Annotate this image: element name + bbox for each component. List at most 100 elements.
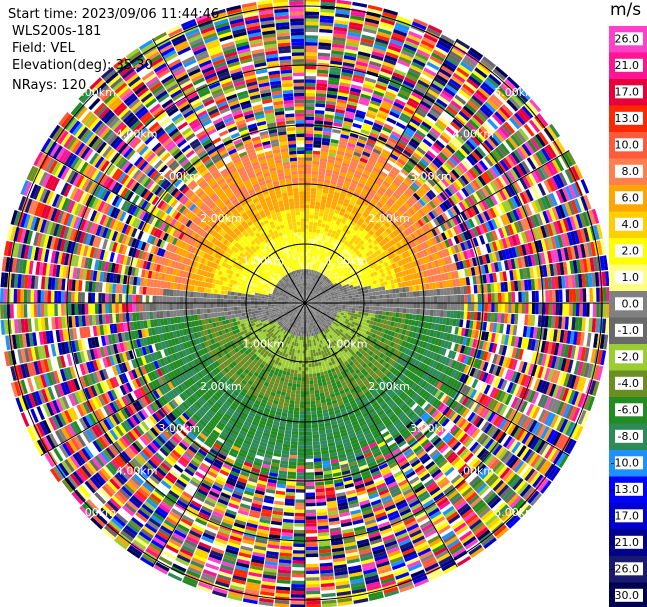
range-gate [361,172,370,179]
range-gate [443,288,448,296]
range-gate [545,303,549,315]
range-gate [377,173,386,181]
range-gate [405,37,420,46]
range-gate [312,266,315,271]
range-gate [307,252,311,256]
range-gate [328,149,337,154]
range-gate [330,180,337,186]
range-gate [305,167,312,171]
range-gate [426,133,437,142]
range-gate [320,11,335,17]
range-gate [400,168,409,177]
range-gate [308,283,311,287]
range-gate [371,288,376,293]
range-gate [311,184,317,189]
range-gate [339,137,349,143]
range-gate [315,287,319,291]
range-gate [386,303,390,308]
range-gate [396,303,400,308]
range-gate [384,190,393,198]
range-gate [311,269,314,274]
range-gate [370,96,382,104]
range-gate [326,196,333,202]
range-gate [312,369,317,374]
range-gate [447,303,451,311]
range-gate [535,303,539,315]
range-gate [572,288,577,302]
range-gate [312,225,317,230]
range-gate [373,195,381,202]
range-gate [347,31,361,38]
range-gate [320,8,335,14]
range-gate [330,222,336,227]
range-gate [314,110,325,115]
range-gate [313,130,323,135]
range-gate [389,298,394,303]
range-gate [443,87,456,97]
range-gate [308,356,312,361]
range-gate [386,117,397,125]
range-gate [356,141,366,148]
range-gate [334,19,349,26]
range-gate [306,265,309,270]
range-gate [460,311,465,320]
range-gate [340,130,350,136]
range-gate [466,78,480,89]
range-gate [484,293,488,303]
range-gate [308,286,311,291]
range-gate [473,284,478,294]
range-gate [405,73,418,83]
range-gate [413,132,424,141]
range-gate [305,109,315,114]
range-gate [392,288,396,294]
range-gate [365,112,376,120]
range-gate [411,91,423,101]
range-gate [308,231,313,236]
range-gate [360,191,368,198]
range-gate [355,61,369,68]
range-gate [336,256,342,261]
range-gate [325,172,332,177]
range-gate [453,295,458,303]
range-gate [309,339,312,344]
range-gate [358,305,363,309]
range-gate [398,115,410,124]
range-gate [311,167,319,172]
range-gate [402,46,416,55]
range-gate [402,292,407,298]
range-gate [310,397,316,402]
range-gate [555,303,560,316]
range-gate [320,226,325,231]
range-gate [324,206,331,212]
range-gate [328,186,336,192]
range-gate [358,160,367,167]
range-gate [309,283,312,287]
range-gate [531,290,536,303]
range-gate [335,304,339,307]
range-gate [336,217,342,223]
range-gate [602,303,607,318]
range-gate [412,285,417,292]
range-gate [415,314,420,321]
range-gate [307,286,310,290]
range-gate [314,256,318,261]
range-gate [393,101,405,110]
range-gate [467,294,472,303]
range-gate [356,166,364,173]
range-gate [310,394,315,398]
range-gate [339,222,345,228]
range-gate [350,161,358,167]
range-gate [309,287,312,291]
range-gate [381,286,386,291]
range-gate [320,251,325,256]
range-gate [309,286,312,291]
range-gate [316,410,323,415]
range-gate [463,286,468,295]
range-gate [358,293,363,298]
range-gate [321,237,326,242]
range-gate [306,293,309,297]
range-gate [369,200,377,207]
range-gate [309,218,314,223]
range-gate [312,270,316,274]
range-gate [312,252,316,257]
